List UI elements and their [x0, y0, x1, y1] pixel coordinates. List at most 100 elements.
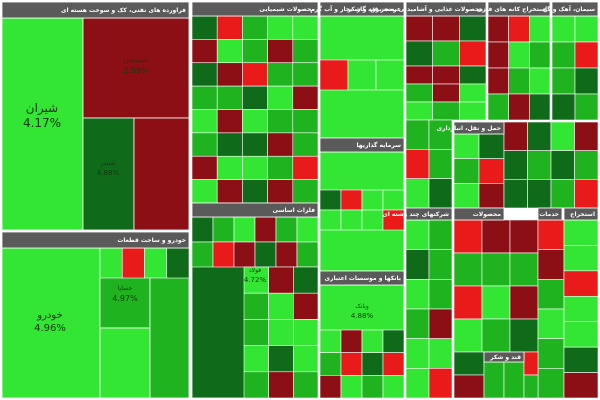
stock-tile-194: [319, 59, 349, 91]
stock-tile-11: [191, 62, 218, 87]
stock-tile-51: [432, 83, 460, 103]
stock-tile-169: [293, 371, 319, 399]
stock-tile-139: [483, 361, 505, 399]
stock-tile-72: [508, 93, 530, 121]
stock-tile-148: [296, 216, 319, 243]
sector-header-15: [453, 121, 505, 135]
stock-tile-23: [242, 109, 268, 134]
tile-value-2: 4.17%: [23, 116, 61, 130]
sector-header-label-1: فراورده های نفتی، کک و سوخت هسته ای: [61, 7, 186, 14]
stock-tile-41: [405, 15, 433, 42]
stock-tile-151: [233, 241, 256, 268]
stock-tile-98: [550, 179, 575, 209]
stock-tile-67: [529, 41, 551, 69]
stock-tile-77: [574, 41, 599, 69]
stock-tile-19: [267, 85, 294, 110]
stock-tile-46: [459, 40, 487, 67]
stock-tile-95: [574, 150, 599, 180]
sector-header-12: [453, 207, 505, 221]
stock-tile-153: [275, 241, 298, 268]
stock-tile-185: [382, 329, 405, 353]
tile-label-5: خودرو: [36, 310, 62, 321]
stock-tile-70: [529, 67, 551, 95]
stock-tile-184: [361, 329, 384, 353]
stock-tile-97: [527, 179, 552, 209]
stock-tile-188: [361, 352, 384, 376]
stock-tile-82: [453, 133, 480, 159]
stock-tile-16: [191, 85, 218, 110]
stock-tile-78: [551, 67, 576, 95]
sector-header-label-3: عرضه برق، گاز، بخار و آب گرم: [310, 4, 401, 13]
stock-tile-32: [216, 155, 243, 180]
stock-tile-104: [405, 279, 430, 310]
stock-tile-164: [243, 345, 269, 373]
stock-tile-79: [574, 67, 599, 95]
stock-tile-108: [405, 338, 430, 369]
stock-tile-173: [166, 247, 190, 279]
stock-tile-165: [268, 345, 294, 373]
stock-tile-137: [453, 351, 485, 376]
stock-tile-94: [550, 150, 575, 180]
stock-tile-160: [293, 292, 319, 320]
stock-tile-140: [503, 361, 525, 399]
stock-tile-20: [292, 85, 319, 110]
tile-value-4: 4.97%: [112, 294, 138, 303]
stock-tile-73: [529, 93, 551, 121]
stock-tile-170: [99, 247, 123, 279]
stock-tile-8: [242, 39, 268, 64]
sector-header-label-11: شرکتهای چند رشته ای: [382, 211, 449, 218]
sector-header-4: [405, 1, 487, 17]
stock-tile-149: [191, 241, 214, 268]
stock-tile-141: [523, 351, 539, 376]
stock-tile-154: [296, 241, 319, 268]
stock-tile-102: [405, 249, 430, 280]
stock-tile-1: [191, 15, 218, 40]
stock-tile-75: [574, 15, 599, 43]
stock-tile-123: [509, 318, 539, 353]
stock-tile-64: [529, 15, 551, 43]
stock-tile-120: [509, 285, 539, 320]
stock-tile-90: [550, 121, 575, 151]
stock-tile-113: [481, 219, 511, 254]
stock-tile-80: [551, 93, 576, 121]
tile-label-2: شیران: [26, 101, 58, 116]
stock-tile-71: [487, 93, 509, 121]
sector-header-16: [563, 207, 599, 221]
stock-tile-10: [292, 39, 319, 64]
stock-tile-131: [563, 245, 599, 272]
stock-tile-17: [216, 85, 243, 110]
stock-tile-2: [216, 15, 243, 40]
stock-tile-145: [233, 216, 256, 243]
tile-shbandar: [82, 117, 135, 231]
stock-tile-26: [191, 132, 218, 157]
stock-tile-186: [319, 352, 342, 376]
stock-tile-183: [340, 329, 363, 353]
stock-tile-143: [191, 216, 214, 243]
stock-tile-96: [503, 179, 528, 209]
stock-tile-171: [121, 247, 145, 279]
stock-tile-39: [267, 179, 294, 204]
stock-tile-192: [361, 375, 384, 399]
stock-tile-91: [574, 121, 599, 151]
stock-tile-29: [267, 132, 294, 157]
stock-tile-119: [481, 285, 511, 320]
stock-tile-47: [405, 65, 433, 85]
stock-tile-138: [453, 374, 485, 399]
sector-header-label-6: سیمان، آهک و گچ: [543, 4, 595, 13]
tile-sector-shn: [133, 117, 190, 231]
tile-label-4: خساپا: [118, 285, 133, 292]
stock-tile-121: [453, 318, 483, 353]
stock-tile-163: [293, 319, 319, 346]
sector-header-label-16: استخراج: [570, 211, 595, 218]
stock-tile-55: [459, 101, 487, 121]
stock-tile-14: [267, 62, 294, 87]
stock-tile-54: [432, 101, 460, 121]
stock-tile-162: [268, 319, 294, 346]
sector-header-3: [319, 1, 405, 17]
tile-label-6: فولاد: [249, 267, 261, 274]
stock-tile-159: [268, 292, 294, 320]
stock-tile-68: [487, 67, 509, 95]
stock-tile-38: [242, 179, 268, 204]
stock-tile-189: [382, 352, 405, 376]
